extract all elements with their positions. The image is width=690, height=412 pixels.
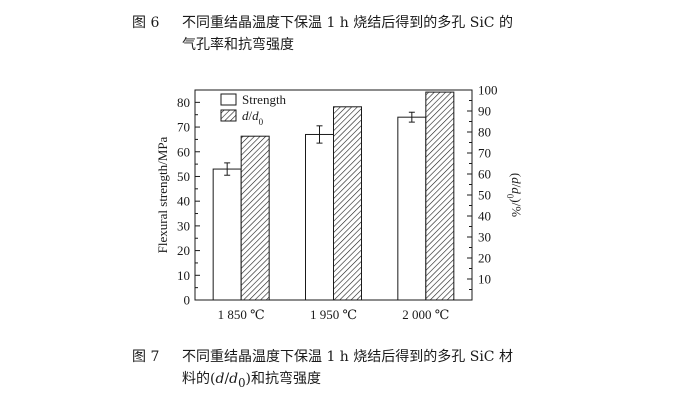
figure-7-caption-line1: 不同重结晶温度下保温 1 h 烧结后得到的多孔 SiC 材 xyxy=(182,349,513,365)
x-axis-categories: 1 850 ℃ 1 950 ℃ 2 000 ℃ xyxy=(218,307,450,322)
y-right-tick-label-0: 10 xyxy=(478,272,491,287)
y-left-tick-label-3: 30 xyxy=(177,218,190,233)
figure-6-caption: 图 6 不同重结晶温度下保温 1 h 烧结后得到的多孔 SiC 的 气孔率和抗弯强… xyxy=(132,12,513,56)
y-right-tick-label-4: 50 xyxy=(478,188,491,203)
y-right-tick-label-8: 90 xyxy=(478,104,491,119)
figure-6-number: 图 6 xyxy=(132,15,160,31)
y-right-tick-label-1: 20 xyxy=(478,251,491,266)
legend-swatch-strength xyxy=(220,93,237,106)
x-category-label-1: 1 950 ℃ xyxy=(310,307,357,322)
figure-6-caption-line2: 气孔率和抗弯强度 xyxy=(182,37,294,53)
y-left-tick-label-6: 60 xyxy=(177,144,190,159)
right-axis: 10 20 30 40 50 60 70 80 90 100 xyxy=(467,83,498,290)
legend: Strength d/d0 xyxy=(220,92,287,127)
y-left-tick-label-4: 40 xyxy=(177,194,190,209)
x-category-label-0: 1 850 ℃ xyxy=(218,307,265,322)
bar-strength-2 xyxy=(397,116,427,301)
figure-7-number: 图 7 xyxy=(132,349,160,365)
y-left-tick-label-2: 20 xyxy=(177,243,190,258)
bar-ratio-2 xyxy=(425,91,455,301)
left-axis: 0 10 20 30 40 50 60 70 80 xyxy=(177,95,200,308)
figure-7-caption-line2: 料的(d/d0)和抗弯强度 xyxy=(182,371,322,390)
bar-ratio-1 xyxy=(333,106,362,301)
y-right-tick-label-6: 70 xyxy=(478,146,491,161)
y-right-tick-label-9: 100 xyxy=(478,83,498,98)
y-left-axis-label: Flexural strength/MPa xyxy=(155,136,170,253)
bar-ratio-0 xyxy=(240,135,270,301)
bar-strength-1 xyxy=(305,133,334,301)
y-right-tick-label-7: 80 xyxy=(478,125,491,140)
legend-label-strength: Strength xyxy=(242,92,287,107)
y-right-tick-label-2: 30 xyxy=(478,230,491,245)
legend-swatch-ratio xyxy=(220,109,237,122)
legend-label-ratio: d/d0 xyxy=(242,108,264,127)
y-right-tick-label-5: 60 xyxy=(478,167,491,182)
figure-7-caption: 图 7 不同重结晶温度下保温 1 h 烧结后得到的多孔 SiC 材 料的(d/d0… xyxy=(132,346,513,394)
bars xyxy=(212,91,455,301)
y-right-axis-label: (d/d0)/% xyxy=(505,173,524,217)
y-left-tick-label-7: 70 xyxy=(177,120,190,135)
x-category-label-2: 2 000 ℃ xyxy=(402,307,449,322)
y-right-tick-label-3: 40 xyxy=(478,209,491,224)
bar-strength-0 xyxy=(212,168,242,301)
y-left-tick-label-5: 50 xyxy=(177,169,190,184)
figure-6-caption-line1: 不同重结晶温度下保温 1 h 烧结后得到的多孔 SiC 的 xyxy=(182,15,513,31)
y-left-tick-label-0: 0 xyxy=(184,293,191,308)
y-left-tick-label-1: 10 xyxy=(177,268,190,283)
y-left-tick-label-8: 80 xyxy=(177,95,190,110)
